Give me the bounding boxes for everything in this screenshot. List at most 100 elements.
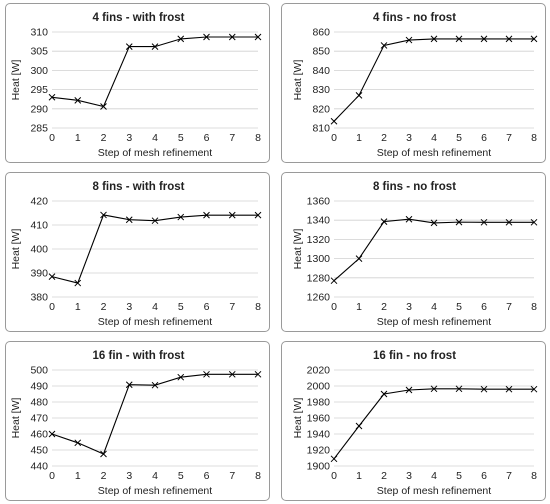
data-point xyxy=(380,218,388,225)
x-tick-label: 4 xyxy=(431,470,437,482)
y-tick-label: 2000 xyxy=(307,381,331,393)
x-tick-label: 2 xyxy=(101,301,107,313)
y-tick-label: 1900 xyxy=(307,461,331,473)
x-tick-label: 3 xyxy=(406,132,412,144)
x-tick-label: 2 xyxy=(381,132,387,144)
y-tick-label: 440 xyxy=(30,461,48,473)
data-point xyxy=(380,390,388,398)
x-tick-label: 1 xyxy=(356,132,362,144)
y-tick-label: 1960 xyxy=(307,413,331,425)
data-point xyxy=(355,422,363,430)
y-tick-label: 820 xyxy=(312,103,330,115)
x-tick-label: 5 xyxy=(456,132,462,144)
y-tick-label: 300 xyxy=(30,65,48,77)
x-axis-label: Step of mesh refinement xyxy=(377,147,491,159)
chart-svg: 8 fins - no frost12601280130013201340136… xyxy=(292,181,538,328)
x-tick-label: 8 xyxy=(255,132,261,144)
data-point xyxy=(355,92,363,99)
x-tick-label: 0 xyxy=(49,132,55,144)
x-tick-label: 4 xyxy=(431,301,437,313)
x-tick-label: 8 xyxy=(531,301,537,313)
data-point xyxy=(405,36,413,44)
x-tick-label: 0 xyxy=(331,301,337,313)
x-tick-label: 0 xyxy=(331,132,337,144)
data-point xyxy=(48,93,56,101)
x-axis-label: Step of mesh refinement xyxy=(98,485,212,497)
chart-svg: 16 fin - with frost440450460470480490500… xyxy=(10,350,262,497)
x-tick-label: 3 xyxy=(406,470,412,482)
data-point xyxy=(151,381,159,389)
y-tick-label: 400 xyxy=(30,244,48,256)
y-tick-label: 305 xyxy=(30,46,48,58)
data-point xyxy=(330,455,338,463)
chart-title: 8 fins - no frost xyxy=(373,181,456,193)
data-point xyxy=(254,211,262,219)
data-point xyxy=(177,373,185,381)
data-point xyxy=(74,279,82,287)
y-axis-label: Heat [W] xyxy=(10,228,22,269)
chart-panel-1: 4 fins - with frost 285 290 295 300 305 310 0 1 2… xyxy=(5,3,270,163)
y-tick-label: 285 xyxy=(30,123,48,135)
x-axis-label: Step of mesh refinement xyxy=(98,147,212,159)
chart-panel-4: 8 fins - no frost 1260 1280 1300 1320 1340 136… xyxy=(281,172,546,332)
x-tick-label: 3 xyxy=(126,301,132,313)
chart-panel-6: 16 fin - no frost 1900 1920 1940 1960 1980 200… xyxy=(281,341,546,501)
data-point xyxy=(380,42,388,49)
x-tick-label: 8 xyxy=(531,470,537,482)
data-point xyxy=(455,218,463,226)
x-tick-label: 8 xyxy=(531,132,537,144)
chart-panel-3: 8 fins - with frost 380 390 400 410 420 0 1 2 3 4 5… xyxy=(5,172,270,332)
data-point xyxy=(74,439,82,447)
chart-title: 8 fins - with frost xyxy=(93,181,185,193)
data-point xyxy=(125,216,133,224)
data-point xyxy=(177,35,185,43)
x-tick-label: 1 xyxy=(75,132,81,144)
x-tick-label: 7 xyxy=(506,470,512,482)
chart-title: 16 fin - with frost xyxy=(93,350,185,362)
data-point xyxy=(405,215,413,223)
y-tick-label: 850 xyxy=(312,46,330,58)
x-tick-label: 7 xyxy=(506,132,512,144)
y-tick-label: 1360 xyxy=(307,196,331,208)
y-axis-label: Heat [W] xyxy=(292,59,304,100)
chart-title: 4 fins - no frost xyxy=(373,12,456,24)
series-line xyxy=(333,388,534,460)
x-tick-label: 4 xyxy=(431,132,437,144)
y-axis-label: Heat [W] xyxy=(292,228,304,269)
x-tick-label: 6 xyxy=(481,132,487,144)
data-point xyxy=(177,213,185,221)
data-point xyxy=(505,35,513,43)
data-point xyxy=(151,217,159,225)
y-tick-label: 1940 xyxy=(307,429,331,441)
y-tick-label: 480 xyxy=(30,397,48,409)
series-line xyxy=(51,36,258,108)
data-point xyxy=(430,219,438,227)
data-point xyxy=(100,103,107,110)
x-tick-label: 7 xyxy=(506,301,512,313)
x-tick-label: 3 xyxy=(126,132,132,144)
x-tick-label: 2 xyxy=(381,301,387,313)
x-tick-label: 7 xyxy=(229,470,235,482)
data-point xyxy=(480,35,488,43)
y-tick-label: 1300 xyxy=(307,253,331,265)
data-point xyxy=(530,385,538,393)
x-tick-label: 6 xyxy=(204,132,210,144)
y-tick-label: 810 xyxy=(312,123,330,135)
x-tick-label: 8 xyxy=(255,470,261,482)
data-point xyxy=(48,430,56,438)
y-tick-label: 450 xyxy=(30,445,48,457)
y-tick-label: 1280 xyxy=(307,272,331,284)
x-tick-label: 3 xyxy=(126,470,132,482)
x-tick-label: 6 xyxy=(481,470,487,482)
data-point xyxy=(480,218,488,226)
data-point xyxy=(228,33,236,41)
data-point xyxy=(530,218,538,226)
y-axis-label: Heat [W] xyxy=(10,59,22,100)
y-tick-label: 295 xyxy=(30,84,48,96)
chart-svg: 8 fins - with frost 380 390 400 410 420 0 1 2 3 4 5… xyxy=(10,181,262,328)
y-axis-label: Heat [W] xyxy=(292,397,304,438)
y-tick-label: 490 xyxy=(30,381,48,393)
data-point xyxy=(505,385,513,393)
x-tick-label: 1 xyxy=(356,301,362,313)
